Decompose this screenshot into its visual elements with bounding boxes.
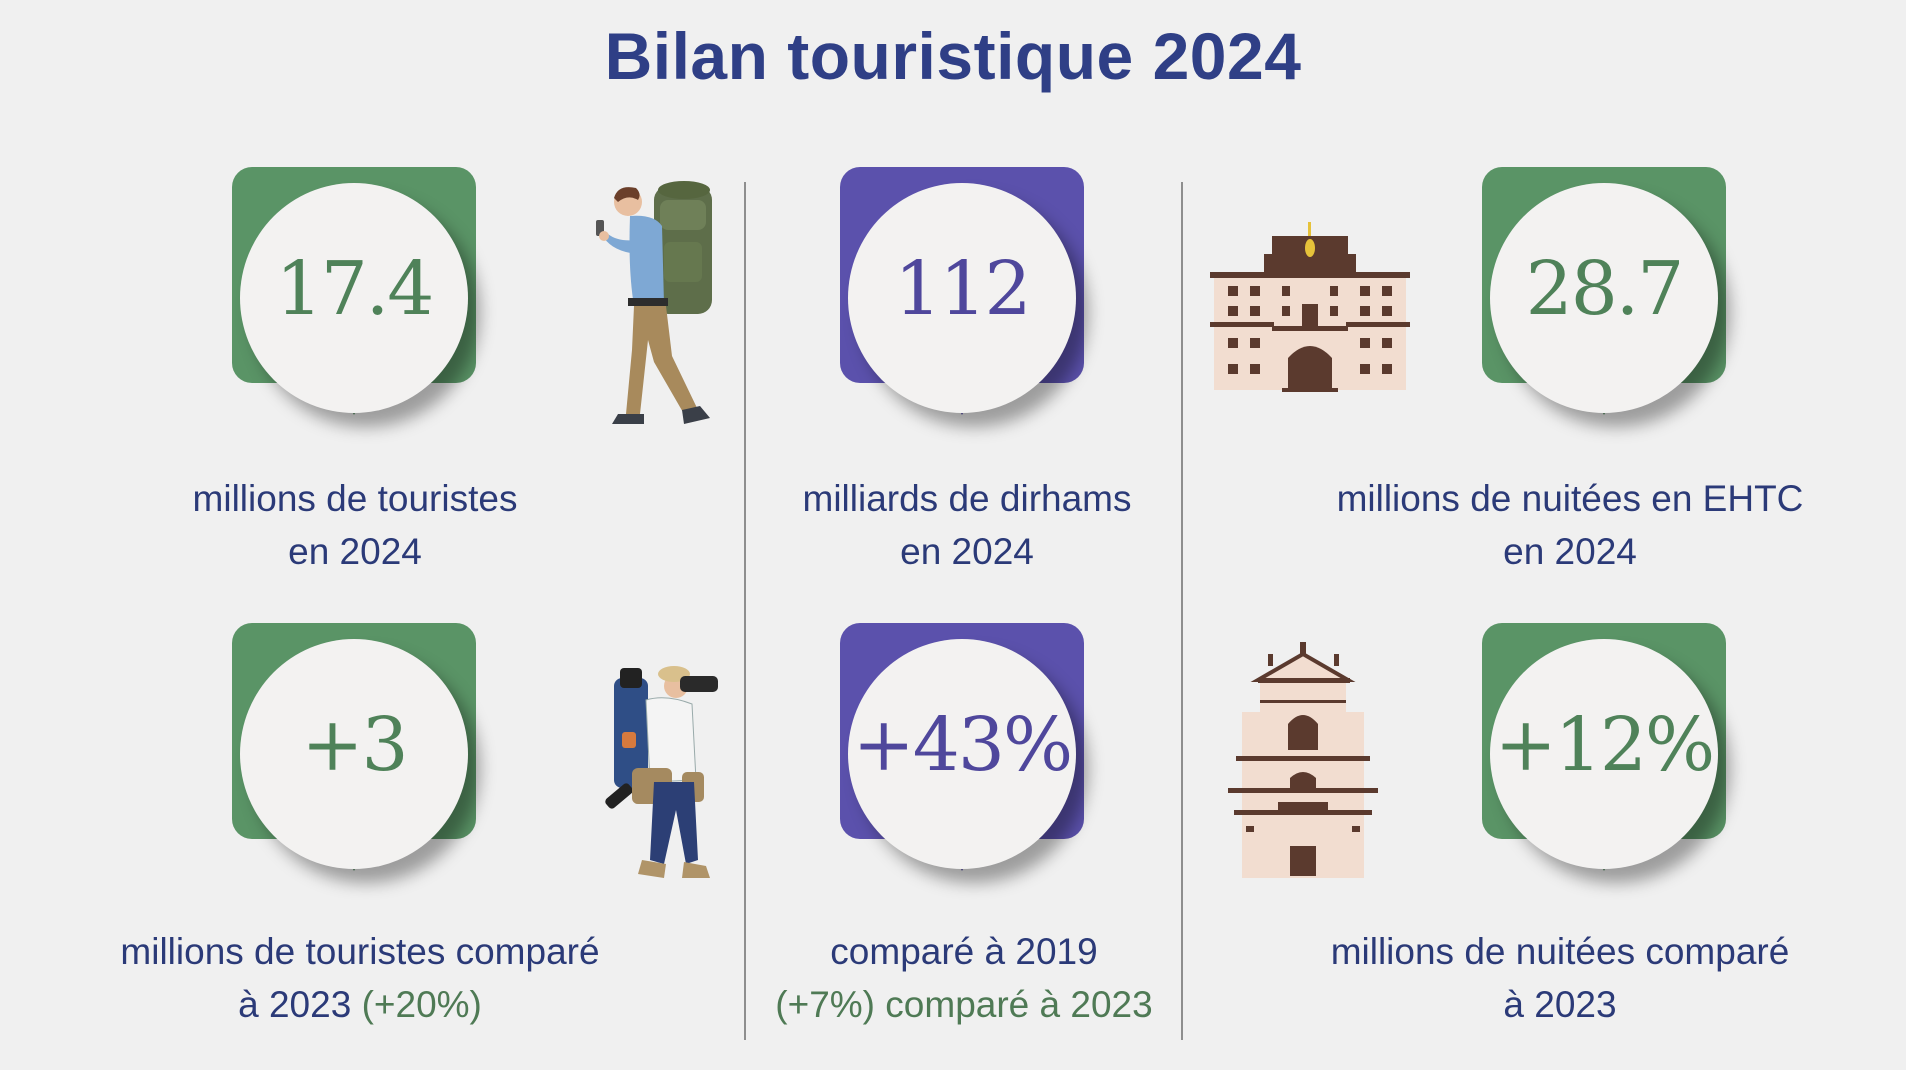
column-divider — [744, 182, 746, 1040]
stat-value: 28.7 — [1525, 246, 1685, 332]
stat-value: 17.4 — [275, 246, 435, 332]
growth-percent: (+7%) — [775, 984, 876, 1025]
growth-percent: (+20%) — [361, 984, 482, 1025]
bubble-circle: 17.4 — [240, 183, 468, 413]
stat-bubble-revenue-growth: +43% — [840, 623, 1084, 887]
hotel-building-icon — [1210, 222, 1410, 392]
bubble-circle: +43% — [848, 639, 1076, 869]
stat-bubble-tourists-2024: 17.4 — [232, 167, 476, 431]
backpacker-with-phone-icon — [596, 181, 712, 424]
stat-label-revenue-growth: comparé à 2019 (+7%) comparé à 2023 — [775, 931, 1153, 1025]
bubble-circle: 112 — [848, 183, 1076, 413]
stat-label-nights-growth: millions de nuitées comparé à 2023 — [1330, 931, 1790, 1025]
page-title: Bilan touristique 2024 — [604, 19, 1302, 93]
stat-bubble-nights-growth: +12% — [1482, 623, 1726, 887]
stat-value: +43% — [852, 702, 1073, 788]
stat-label-tourists-growth: millions de touristes comparé à 2023 (+2… — [120, 931, 600, 1025]
stat-value: +12% — [1494, 702, 1715, 788]
stat-bubble-tourists-growth: +3 — [232, 623, 476, 887]
stat-label-revenue-2024: milliards de dirhams en 2024 — [802, 478, 1132, 572]
bubble-circle: +12% — [1490, 639, 1718, 869]
stat-label-tourists-2024: millions de touristes en 2024 — [192, 478, 518, 572]
stat-bubble-nights-2024: 28.7 — [1482, 167, 1726, 431]
church-facade-icon — [1228, 642, 1378, 878]
bubble-circle: +3 — [240, 639, 468, 869]
column-divider — [1181, 182, 1183, 1040]
stat-value: +3 — [301, 702, 408, 788]
photographer-traveler-icon — [605, 666, 718, 878]
stat-value: 112 — [894, 246, 1031, 332]
stat-label-nights-2024: millions de nuitées en EHTC en 2024 — [1336, 478, 1804, 572]
stat-bubble-revenue-2024: 112 — [840, 167, 1084, 431]
bubble-circle: 28.7 — [1490, 183, 1718, 413]
